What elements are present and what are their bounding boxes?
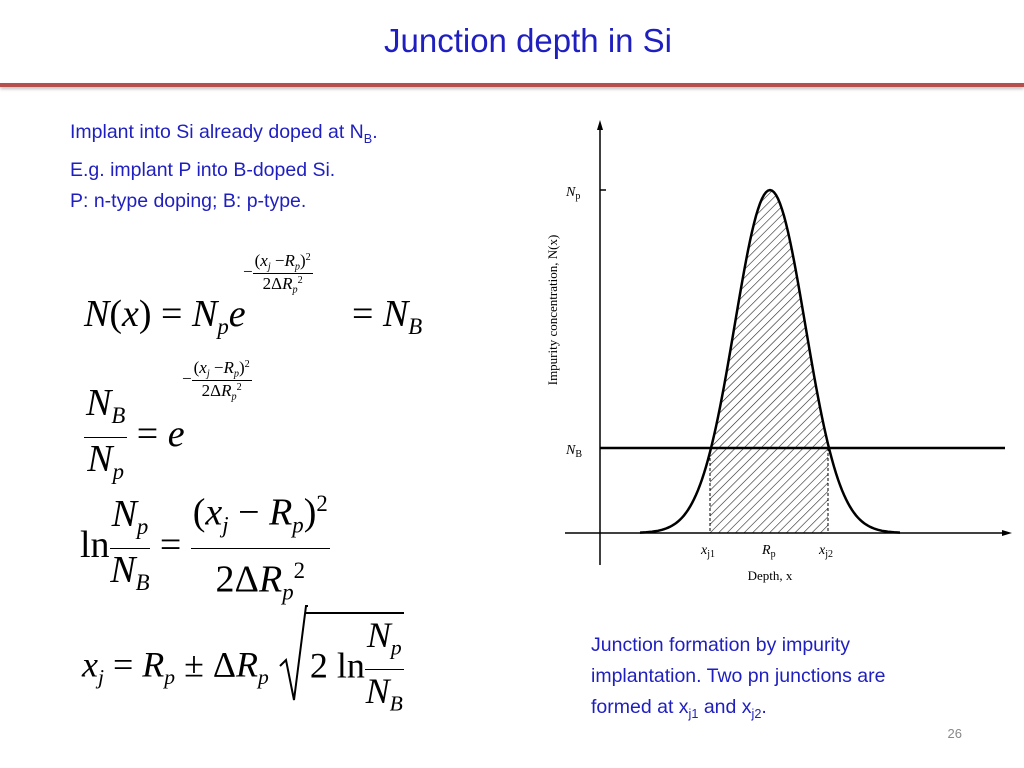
intro-period: . <box>372 121 378 143</box>
equation-2-exponent: − (xj −Rp)2 2ΔRp2 <box>182 358 252 403</box>
equation-1-exponent: − (xj −Rp)2 2ΔRp2 <box>243 251 313 296</box>
intro-line-2: E.g. implant P into B-doped Si. <box>70 158 336 181</box>
caption-line-3c: . <box>761 696 767 718</box>
equation-2: NB Np = e <box>84 382 185 484</box>
caption-line-2: implantation. Two pn junctions are <box>591 665 886 687</box>
gaussian-profile-curve <box>639 188 901 534</box>
sqrt-sign <box>279 605 308 701</box>
caption-line-3a: formed at x <box>591 696 689 718</box>
equation-1-rhs: = NB <box>352 293 423 339</box>
intro-sub: B <box>363 131 373 146</box>
intro-line-3: P: n-type doping; B: p-type. <box>70 189 307 212</box>
equation-4: xj = Rp ± ΔRp 2 ln Np NB <box>82 605 404 724</box>
caption-line-1: Junction formation by impurity <box>591 634 851 656</box>
caption-line-3b: and x <box>698 696 752 718</box>
xj2-label: xj2 <box>818 543 833 560</box>
page-number: 26 <box>947 726 962 741</box>
y-axis-arrow <box>597 120 603 130</box>
figure-caption: Junction formation by impurity implantat… <box>591 630 885 730</box>
caption-sub-j1: j1 <box>688 706 699 721</box>
junction-figure: Np NB xj1 Rp xj2 Depth, x Impurity conce… <box>545 120 1012 583</box>
caption-sub-j2: j2 <box>751 706 762 721</box>
x-axis-label: Depth, x <box>748 568 793 583</box>
intro-line-1: Implant into Si already doped at N <box>70 121 364 143</box>
nb-label: NB <box>565 443 582 460</box>
rp-label: Rp <box>761 543 776 560</box>
equation-3: ln Np NB = (xj − Rp)2 2ΔRp2 <box>80 482 330 614</box>
equation-1: N(x) = Npe <box>84 293 246 339</box>
intro-text: Implant into Si already doped at NB. E.g… <box>70 117 378 217</box>
xj1-label: xj1 <box>700 543 715 560</box>
slide-title: Junction depth in Si <box>383 22 673 59</box>
title-divider <box>0 83 1024 87</box>
y-axis-label: Impurity concentration, N(x) <box>545 235 560 386</box>
x-axis-arrow <box>1002 530 1012 536</box>
np-label: Np <box>565 185 580 202</box>
